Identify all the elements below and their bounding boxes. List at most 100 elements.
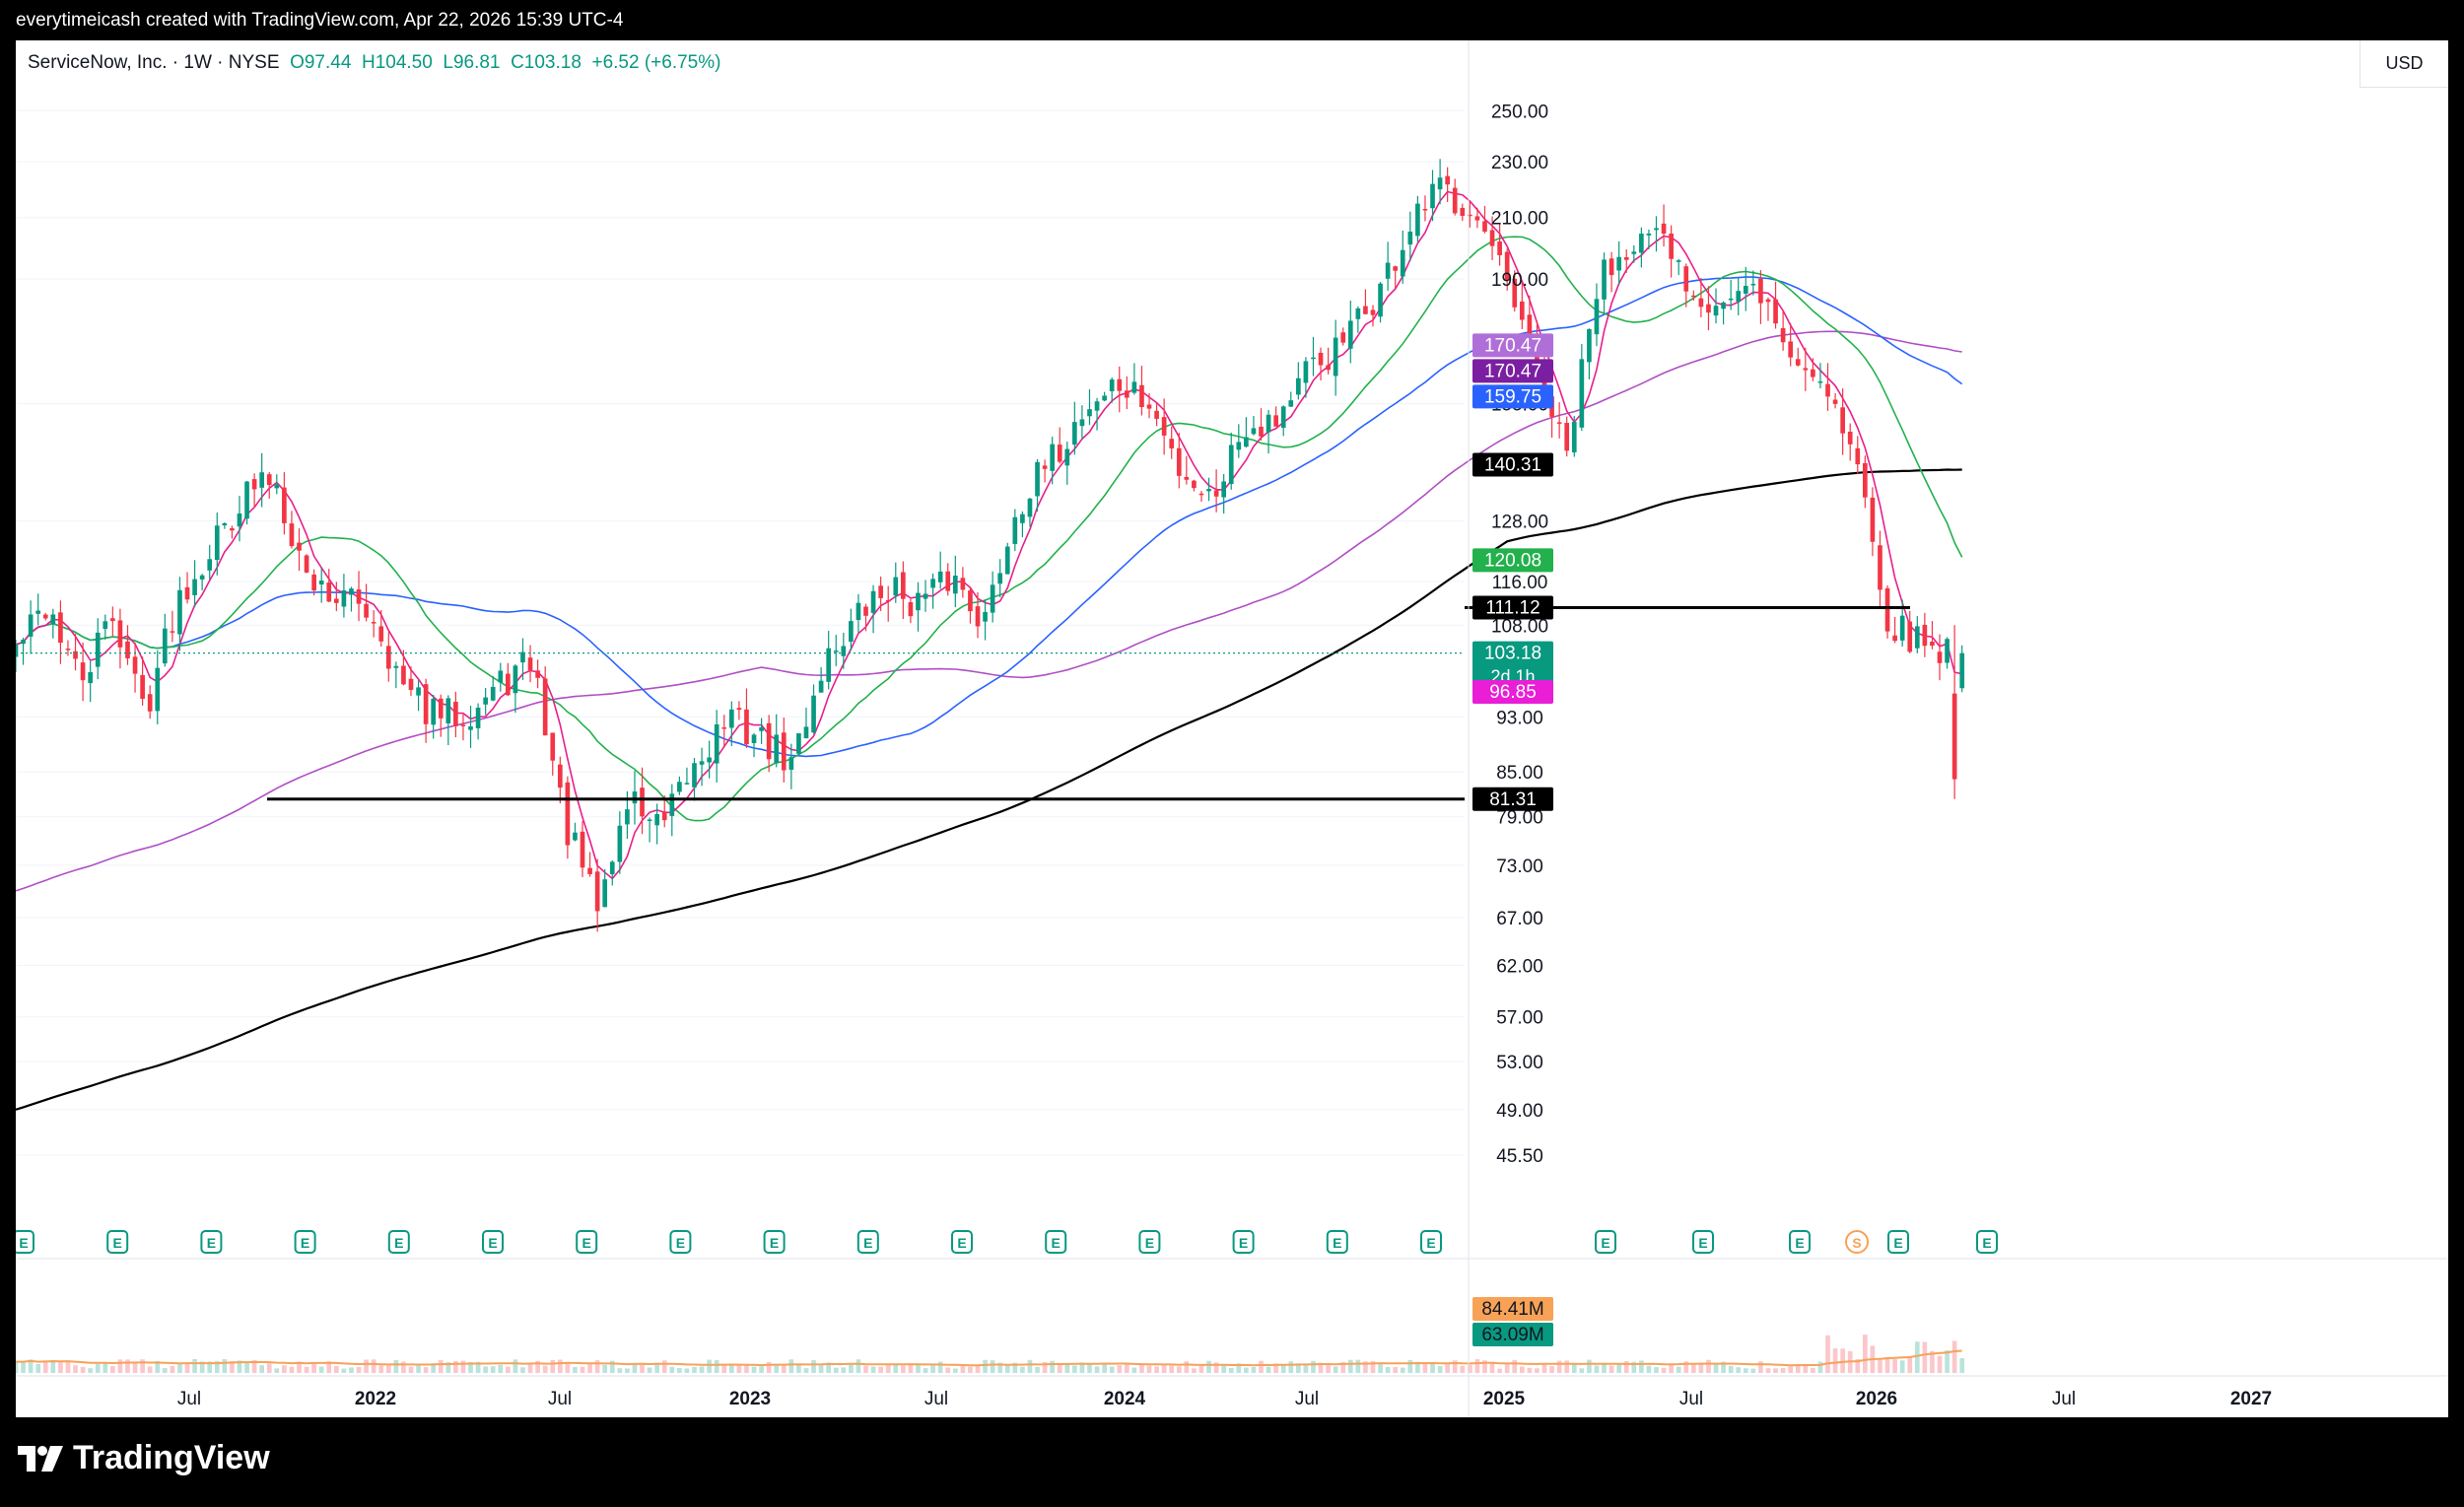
- candle-body: [952, 576, 958, 594]
- volume-bar: [438, 1359, 444, 1373]
- volume-bar: [21, 1361, 26, 1373]
- event-marker-letter: E: [301, 1235, 309, 1251]
- volume-bar: [1027, 1359, 1033, 1373]
- candle-body: [901, 572, 906, 599]
- event-marker-letter: E: [1145, 1235, 1154, 1251]
- volume-bar: [661, 1360, 667, 1373]
- volume-bar: [1244, 1367, 1249, 1373]
- volume-bar: [1363, 1361, 1368, 1373]
- volume-bar: [1669, 1363, 1674, 1373]
- volume-bar: [416, 1365, 421, 1373]
- ma-pink-line: [16, 190, 1962, 880]
- volume-bar: [1878, 1358, 1882, 1373]
- volume-bar: [1072, 1365, 1077, 1373]
- volume-bar: [401, 1361, 406, 1373]
- volume-bar: [1468, 1364, 1472, 1373]
- volume-bar: [527, 1363, 533, 1373]
- candle-body: [475, 708, 481, 728]
- candle-body: [1750, 283, 1756, 286]
- candle-body: [65, 649, 71, 651]
- candle-body: [1020, 514, 1025, 523]
- candle-body: [1758, 278, 1763, 304]
- candle-body: [997, 573, 1003, 584]
- volume-bar: [1863, 1335, 1868, 1373]
- candle-body: [677, 782, 682, 792]
- candle-body: [1326, 365, 1331, 371]
- candle-body: [1027, 498, 1033, 517]
- volume-bar: [289, 1366, 295, 1373]
- earnings-icon: [1420, 1230, 1442, 1254]
- candle-body: [58, 612, 63, 644]
- volume-bar: [1020, 1366, 1025, 1373]
- volume-bar: [385, 1365, 391, 1373]
- volume-bar: [266, 1363, 272, 1373]
- candle-body: [423, 684, 429, 724]
- currency-selector[interactable]: USD: [2360, 40, 2448, 88]
- candle-body: [1072, 422, 1077, 445]
- volume-bar: [1221, 1364, 1227, 1373]
- chart-panel[interactable]: 84.41M 63.09M E E E E E E E E E E E E E E E E E E E S E E 45.5…: [16, 40, 2448, 1417]
- volume-bar: [960, 1366, 966, 1373]
- volume-bar: [177, 1363, 182, 1373]
- earnings-icon: [1887, 1230, 1909, 1254]
- candle-body: [863, 606, 868, 616]
- volume-bar: [132, 1361, 138, 1373]
- volume-bar: [378, 1365, 384, 1373]
- candle-body: [774, 734, 780, 764]
- candle-body: [326, 582, 332, 602]
- candle-body: [728, 709, 734, 728]
- volume-bar: [1773, 1368, 1778, 1373]
- candle-body: [1064, 448, 1070, 466]
- volume-bar: [1780, 1368, 1786, 1373]
- candle-body: [162, 628, 168, 664]
- candle-body: [856, 602, 861, 620]
- volume-bar: [1713, 1362, 1719, 1373]
- volume-bar: [952, 1368, 958, 1373]
- volume-bar: [1937, 1355, 1943, 1373]
- ma-black-line: [16, 468, 1962, 1111]
- volume-bar: [1445, 1362, 1450, 1373]
- volume-bar: [1817, 1361, 1823, 1373]
- candle-body: [1117, 378, 1123, 391]
- tradingview-logo[interactable]: TradingView: [18, 1439, 270, 1477]
- brand-name: TradingView: [73, 1439, 270, 1476]
- candle-body: [1228, 445, 1234, 485]
- volume-bar: [654, 1362, 660, 1373]
- volume-bar: [170, 1365, 175, 1373]
- candle-body: [609, 861, 615, 875]
- candle-body: [498, 670, 504, 683]
- candle-body: [826, 648, 832, 682]
- price-tick-label: 57.00: [1496, 1008, 1543, 1029]
- volume-bar: [1758, 1361, 1763, 1373]
- candle-body: [222, 522, 228, 526]
- candle-body: [736, 708, 742, 711]
- candle-body: [908, 602, 914, 617]
- candle-body: [520, 651, 525, 663]
- candle-body: [1556, 422, 1562, 424]
- candle-body: [483, 697, 488, 705]
- candle-body: [1602, 259, 1607, 300]
- price-tick-label: 85.00: [1496, 763, 1543, 784]
- candle-body: [1311, 357, 1316, 360]
- price-chart[interactable]: 84.41M 63.09M E E E E E E E E E E E E E E E E E E E S E E 45.5…: [16, 40, 2448, 1417]
- candle-body: [1811, 369, 1815, 377]
- candle-body: [1489, 230, 1495, 246]
- candle-body: [80, 662, 86, 681]
- candle-body: [1639, 234, 1644, 253]
- volume-bar: [1556, 1360, 1562, 1373]
- candle-body: [170, 631, 175, 633]
- time-axis-label: 2027: [2230, 1389, 2272, 1409]
- volume-bar: [1489, 1361, 1495, 1373]
- event-marker-letter: E: [19, 1235, 28, 1251]
- earnings-icon: [1326, 1230, 1348, 1254]
- volume-bar: [1631, 1361, 1637, 1373]
- volume-bar: [833, 1367, 839, 1373]
- change-value: +6.52 (+6.75%): [591, 52, 721, 73]
- candle-body: [1951, 693, 1957, 780]
- candle-body: [1564, 423, 1570, 451]
- volume-bar: [1907, 1356, 1913, 1373]
- volume-bar: [1541, 1364, 1547, 1373]
- candle-body: [468, 725, 473, 730]
- candle-body: [647, 819, 652, 821]
- volume-bar: [453, 1360, 458, 1373]
